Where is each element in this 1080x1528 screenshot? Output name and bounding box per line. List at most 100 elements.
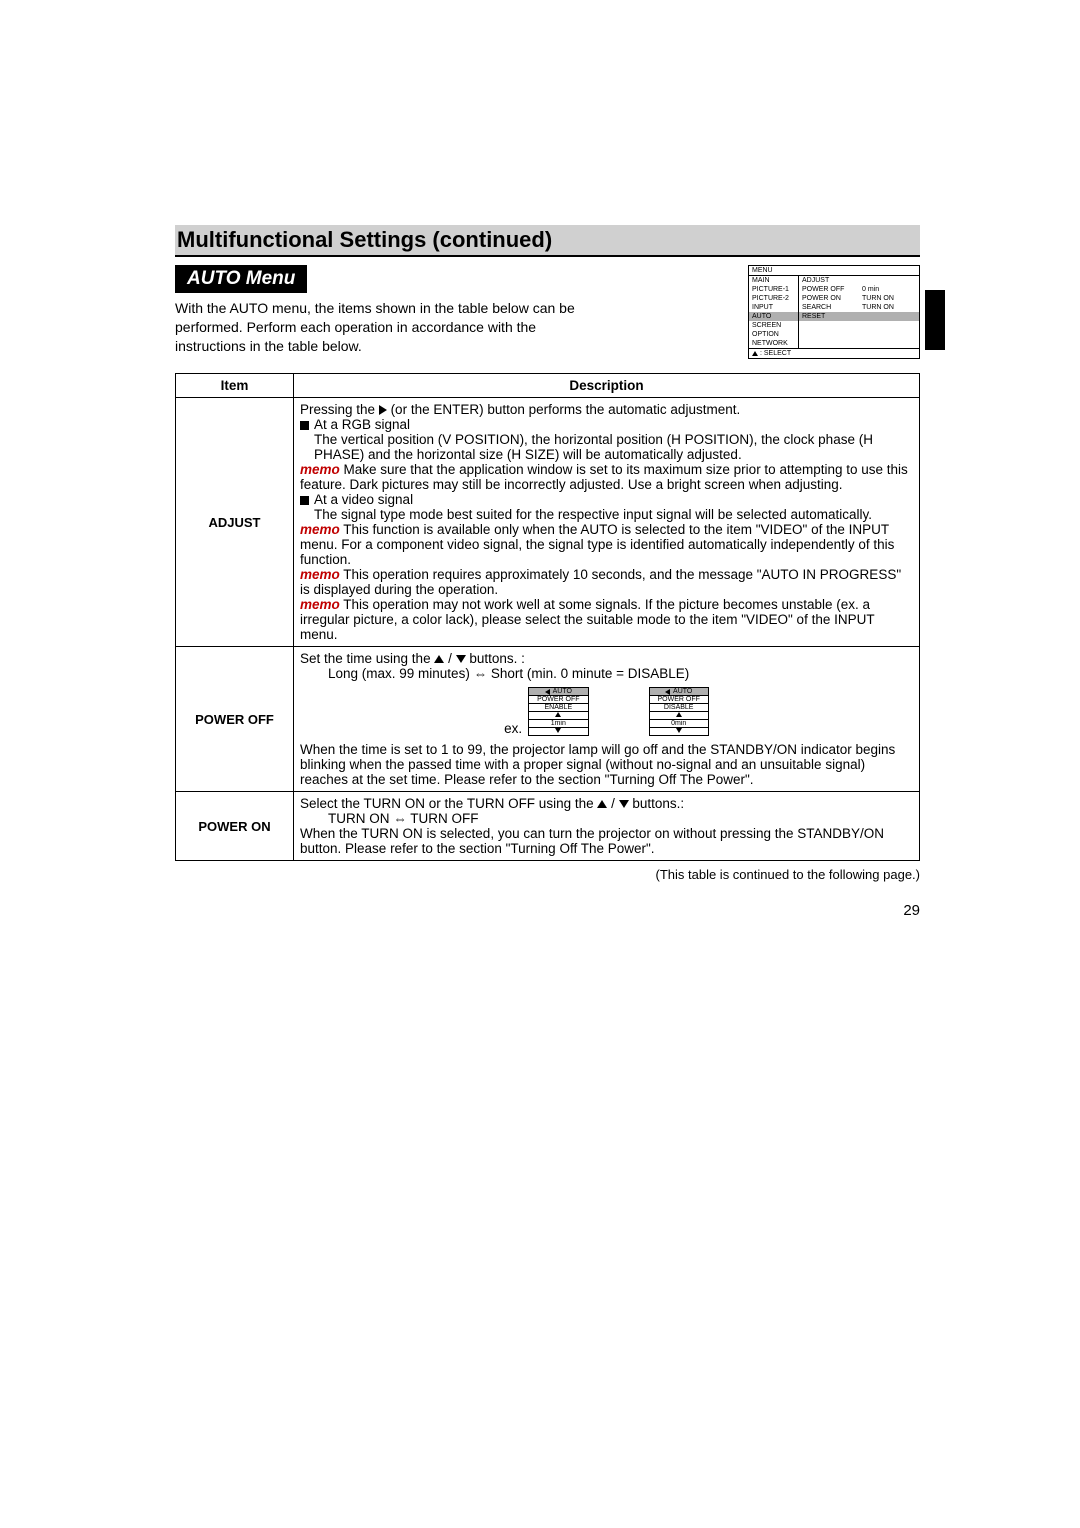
page-edge-tab: [925, 290, 945, 350]
osd-mid-label: SEARCH: [799, 303, 859, 312]
down-arrow-icon: [456, 655, 466, 663]
osd-menu-label: MENU: [749, 266, 919, 276]
text: POWER OFF: [650, 696, 708, 704]
text: This operation may not work well at some…: [300, 597, 874, 642]
example-label: ex.: [504, 721, 522, 736]
osd-right-label: TURN ON: [859, 294, 919, 303]
text: AUTO: [553, 688, 572, 695]
osd-row: AUTORESET: [749, 312, 919, 321]
section-title-bar: Multifunctional Settings (continued): [175, 225, 920, 257]
osd-preview: MENU MAINADJUSTPICTURE-1POWER OFF0 minPI…: [748, 265, 920, 359]
col-item-header: Item: [176, 374, 294, 398]
text: 0min: [650, 720, 708, 728]
text: When the TURN ON is selected, you can tu…: [300, 826, 884, 856]
osd-mid-label: [799, 339, 859, 348]
settings-table: Item Description ADJUST Pressing the (or…: [175, 373, 920, 861]
osd-mid-label: [799, 330, 859, 339]
text: AUTO: [673, 688, 692, 695]
text: The signal type mode best suited for the…: [300, 507, 913, 522]
desc-poweroff: Set the time using the / buttons. : Long…: [294, 647, 920, 792]
osd-mid-label: RESET: [799, 312, 859, 321]
osd-row: PICTURE-2POWER ONTURN ON: [749, 294, 919, 303]
desc-poweron: Select the TURN ON or the TURN OFF using…: [294, 792, 920, 861]
osd-right-label: 0 min: [859, 285, 919, 294]
text: DISABLE: [650, 704, 708, 712]
osd-left-label: MAIN: [749, 276, 799, 285]
text: buttons. :: [469, 651, 525, 666]
osd-left-label: PICTURE-1: [749, 285, 799, 294]
text: Set the time using the: [300, 651, 434, 666]
text: This function is available only when the…: [300, 522, 894, 567]
osd-mid-label: POWER ON: [799, 294, 859, 303]
up-arrow-icon: [555, 712, 561, 717]
section-title: Multifunctional Settings (continued): [177, 227, 552, 253]
osd-left-label: NETWORK: [749, 339, 799, 348]
left-arrow-icon: [665, 689, 670, 695]
up-arrow-icon: [597, 800, 607, 808]
osd-row: OPTION: [749, 330, 919, 339]
memo-label: memo: [300, 597, 340, 612]
osd-right-label: [859, 321, 919, 330]
intro-paragraph: With the AUTO menu, the items shown in t…: [175, 299, 585, 356]
text: Long (max. 99 minutes) ⇔ Short (min. 0 m…: [300, 666, 913, 681]
osd-row: NETWORK: [749, 339, 919, 348]
table-row: POWER ON Select the TURN ON or the TURN …: [176, 792, 920, 861]
osd-row: PICTURE-1POWER OFF0 min: [749, 285, 919, 294]
text: At a video signal: [311, 492, 413, 507]
osd-mid-label: [799, 321, 859, 330]
bullet-icon: [300, 421, 309, 430]
osd-right-label: TURN ON: [859, 303, 919, 312]
up-arrow-icon: [434, 655, 444, 663]
memo-label: memo: [300, 522, 340, 537]
desc-adjust: Pressing the (or the ENTER) button perfo…: [294, 398, 920, 647]
osd-right-label: [859, 312, 919, 321]
continuation-note: (This table is continued to the followin…: [175, 867, 920, 882]
subheading-auto-menu: AUTO Menu: [175, 265, 307, 293]
osd-row: INPUTSEARCHTURN ON: [749, 303, 919, 312]
osd-mid-label: POWER OFF: [799, 285, 859, 294]
text: Select the TURN ON or the TURN OFF using…: [300, 796, 597, 811]
text: buttons.:: [632, 796, 684, 811]
osd-left-label: AUTO: [749, 312, 799, 321]
text: Pressing the: [300, 402, 379, 417]
bullet-icon: [300, 496, 309, 505]
osd-mini-enable: AUTO POWER OFF ENABLE 1min: [528, 687, 588, 736]
text: ENABLE: [529, 704, 587, 712]
table-row: ADJUST Pressing the (or the ENTER) butto…: [176, 398, 920, 647]
nav-up-icon: [752, 351, 758, 356]
osd-row: SCREEN: [749, 321, 919, 330]
osd-row: MAINADJUST: [749, 276, 919, 285]
memo-label: memo: [300, 462, 340, 477]
osd-right-label: [859, 330, 919, 339]
text: 1min: [529, 720, 587, 728]
down-arrow-icon: [555, 728, 561, 733]
down-arrow-icon: [676, 728, 682, 733]
osd-right-label: [859, 276, 919, 285]
text: (or the ENTER) button performs the autom…: [391, 402, 741, 417]
item-adjust: ADJUST: [176, 398, 294, 647]
text: This operation requires approximately 10…: [300, 567, 901, 597]
left-arrow-icon: [545, 689, 550, 695]
osd-left-label: OPTION: [749, 330, 799, 339]
text: When the time is set to 1 to 99, the pro…: [300, 742, 895, 787]
item-poweroff: POWER OFF: [176, 647, 294, 792]
osd-mid-label: ADJUST: [799, 276, 859, 285]
osd-left-label: INPUT: [749, 303, 799, 312]
osd-left-label: SCREEN: [749, 321, 799, 330]
right-arrow-icon: [379, 405, 387, 415]
osd-right-label: [859, 339, 919, 348]
page-number: 29: [175, 902, 920, 919]
osd-left-label: PICTURE-2: [749, 294, 799, 303]
table-row: POWER OFF Set the time using the / butto…: [176, 647, 920, 792]
text: The vertical position (V POSITION), the …: [300, 432, 913, 462]
item-poweron: POWER ON: [176, 792, 294, 861]
osd-select-label: : SELECT: [760, 350, 791, 357]
text: POWER OFF: [529, 696, 587, 704]
memo-label: memo: [300, 567, 340, 582]
text: At a RGB signal: [311, 417, 410, 432]
text: Make sure that the application window is…: [300, 462, 908, 492]
osd-select-row: : SELECT: [749, 348, 919, 358]
down-arrow-icon: [619, 800, 629, 808]
text: TURN ON ⇔ TURN OFF: [300, 811, 913, 826]
up-arrow-icon: [676, 712, 682, 717]
